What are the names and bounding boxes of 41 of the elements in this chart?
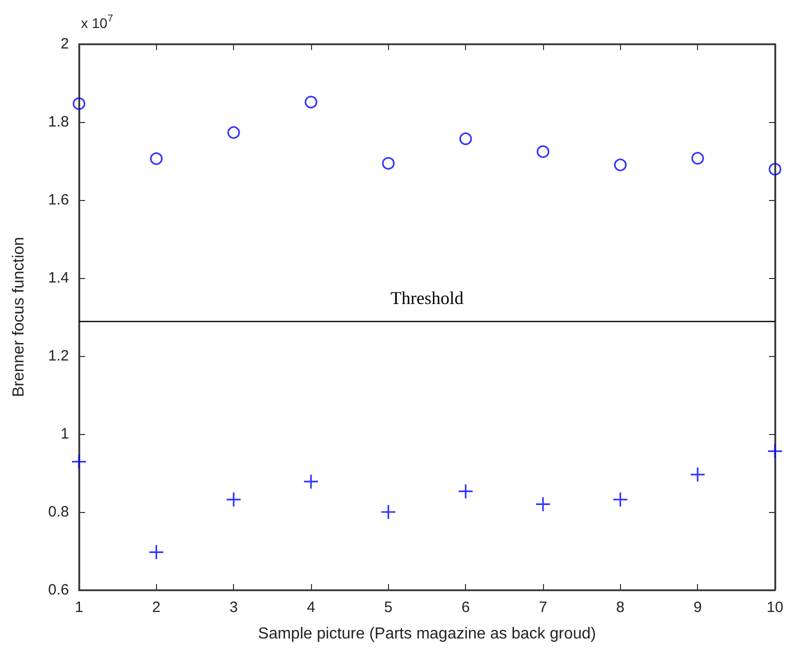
point bbox=[380, 504, 396, 520]
x-tick-label: 7 bbox=[538, 599, 548, 616]
x-tick-label: 8 bbox=[616, 599, 625, 616]
point bbox=[303, 474, 319, 490]
y-tick-label: 0.8 bbox=[48, 504, 69, 520]
point bbox=[767, 443, 783, 459]
x-tick-label: 5 bbox=[384, 599, 393, 616]
point bbox=[148, 544, 164, 560]
point bbox=[150, 152, 163, 165]
x-tick-label: 4 bbox=[306, 599, 316, 616]
point bbox=[691, 152, 704, 165]
point bbox=[690, 466, 706, 482]
y-tick-label: 1 bbox=[60, 426, 69, 442]
point bbox=[768, 162, 782, 176]
point bbox=[71, 454, 87, 470]
y-axis-title: Brenner focus function bbox=[10, 236, 28, 398]
x-tick-label: 2 bbox=[152, 599, 161, 616]
y-tick-label: 1.4 bbox=[48, 270, 69, 286]
point bbox=[227, 126, 240, 139]
point bbox=[72, 97, 86, 110]
point bbox=[304, 96, 318, 108]
y-tick-label: 1.6 bbox=[48, 192, 69, 208]
y-tick-label: 0.6 bbox=[48, 582, 69, 598]
ref-line-label: Threshold bbox=[390, 288, 464, 308]
x-tick-label: 1 bbox=[74, 599, 84, 616]
point bbox=[382, 157, 395, 170]
x-tick-label: 10 bbox=[766, 599, 784, 616]
point bbox=[458, 484, 474, 500]
y-tick-label: 1.2 bbox=[48, 348, 69, 364]
x-tick-label: 3 bbox=[229, 599, 238, 616]
point bbox=[535, 496, 551, 512]
point bbox=[612, 492, 628, 508]
point bbox=[536, 145, 550, 158]
x-tick-label: 9 bbox=[693, 599, 702, 616]
point bbox=[459, 132, 472, 146]
x-axis-title: Sample picture (Parts magazine as back groud) bbox=[258, 626, 596, 642]
point bbox=[614, 158, 627, 172]
y-tick-label: 2 bbox=[60, 36, 69, 52]
x-tick-label: 6 bbox=[461, 599, 470, 616]
y-tick-label: 1.8 bbox=[48, 114, 69, 130]
point bbox=[226, 492, 242, 508]
